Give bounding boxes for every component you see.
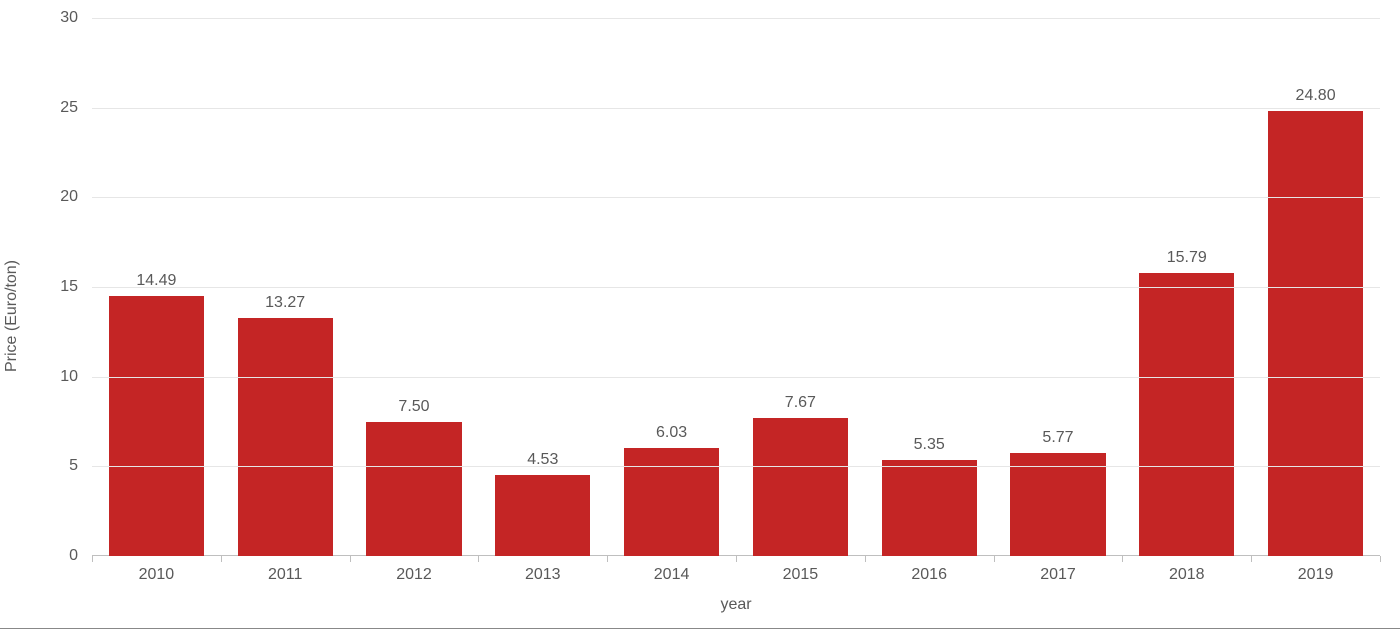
x-tick-label: 2012 [396,566,432,584]
y-tick-label: 5 [69,457,92,475]
x-tick-label: 2015 [783,566,819,584]
x-tick-label: 2011 [268,566,302,584]
y-tick-label: 30 [60,9,92,27]
x-tick-label: 2018 [1169,566,1205,584]
x-tick-mark [736,556,737,562]
bottom-border-rule [0,628,1400,629]
bar: 6.032014 [624,448,719,556]
bar: 4.532013 [495,475,590,556]
y-tick-label: 25 [60,99,92,117]
bar-value-label: 5.77 [1042,429,1073,447]
gridline [92,466,1380,467]
x-tick-mark [865,556,866,562]
y-tick-label: 0 [69,547,92,565]
bar: 24.802019 [1268,111,1363,556]
x-tick-label: 2019 [1298,566,1334,584]
bar: 5.772017 [1010,453,1105,556]
x-tick-label: 2014 [654,566,690,584]
plot-area: 14.492010 13.272011 7.502012 4.532013 6.0320… [92,18,1380,556]
x-tick-mark [1251,556,1252,562]
x-tick-label: 2013 [525,566,561,584]
x-tick-mark [221,556,222,562]
x-tick-label: 2010 [139,566,175,584]
x-tick-mark [1380,556,1381,562]
price-bar-chart: Price (Euro/ton) 14.49201013.2720117.502… [0,0,1400,631]
y-tick-label: 20 [60,188,92,206]
bar: 5.352016 [882,460,977,556]
bar-value-label: 13.27 [265,294,305,312]
bar: 13.272011 [238,318,333,556]
x-tick-mark [350,556,351,562]
gridline [92,377,1380,378]
y-tick-label: 15 [60,278,92,296]
bar-value-label: 6.03 [656,424,687,442]
bar-value-label: 7.50 [398,398,429,416]
bar-value-label: 15.79 [1167,249,1207,267]
x-tick-mark [478,556,479,562]
bar: 7.672015 [753,418,848,556]
x-tick-mark [607,556,608,562]
bar-value-label: 7.67 [785,394,816,412]
y-tick-label: 10 [60,368,92,386]
gridline [92,108,1380,109]
bar: 14.492010 [109,296,204,556]
gridline [92,18,1380,19]
gridline [92,197,1380,198]
x-tick-label: 2017 [1040,566,1076,584]
bar-value-label: 5.35 [914,436,945,454]
bar-value-label: 24.80 [1296,87,1336,105]
x-tick-mark [1122,556,1123,562]
gridline [92,287,1380,288]
bar: 7.502012 [366,422,461,557]
y-axis-label: Price (Euro/ton) [3,259,21,371]
x-tick-mark [92,556,93,562]
x-tick-mark [994,556,995,562]
x-axis-label: year [720,596,751,614]
bar: 15.792018 [1139,273,1234,556]
x-tick-label: 2016 [911,566,947,584]
